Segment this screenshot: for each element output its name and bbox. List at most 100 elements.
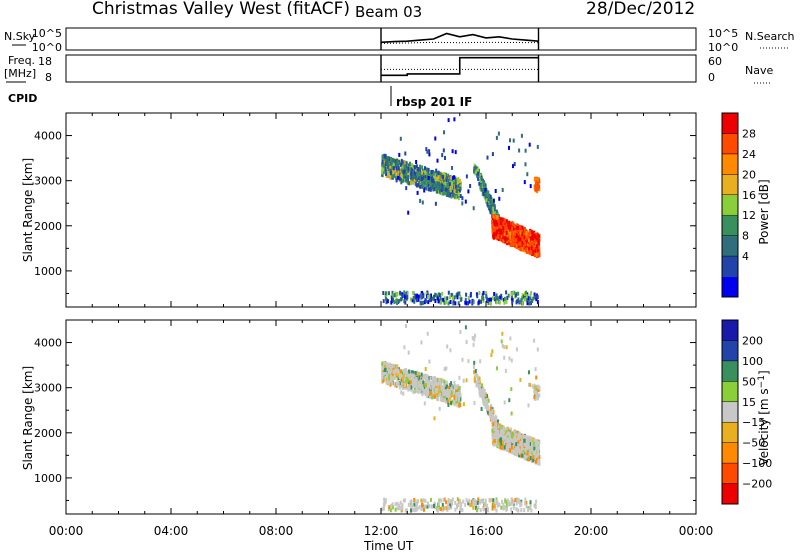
data-point [382,160,385,165]
data-point [484,398,487,403]
data-point [410,163,413,168]
data-point [521,301,524,306]
data-point [530,233,532,238]
data-point [441,183,444,188]
data-point [524,442,527,447]
data-point [508,448,511,453]
colorbar-segment [722,381,738,403]
data-point [437,170,440,175]
data-point [435,172,438,177]
data-point [523,180,526,185]
data-point [515,238,518,243]
data-point [516,243,518,248]
data-point [534,385,537,390]
data-point [406,178,409,183]
data-point [394,381,397,386]
data-point [524,501,527,506]
data-point [421,170,424,175]
data-point [504,228,507,233]
data-point [389,170,392,175]
data-point [412,382,415,387]
data-point [420,295,423,300]
data-point [469,184,472,188]
data-point [426,504,429,509]
data-point [441,291,444,296]
freq-left-label-line2: [MHz] [4,67,36,80]
data-point [530,508,533,513]
data-point [443,296,446,301]
data-point [496,503,499,508]
data-point [494,222,497,227]
data-point [450,394,453,398]
data-point [493,227,496,232]
data-point [417,167,420,171]
noise-right-tick-top: 10^5 [708,27,738,40]
data-point [519,247,522,251]
data-point [434,173,437,178]
data-point [500,339,503,344]
data-point [535,179,538,184]
data-point [477,300,480,305]
data-point [492,214,495,218]
data-point [485,503,488,508]
data-point [398,503,401,508]
data-point [509,231,511,236]
data-point [435,392,438,397]
data-point [393,368,396,373]
data-point [475,169,478,174]
data-point [430,176,433,181]
data-point [527,242,529,247]
data-point [538,386,541,391]
data-point [453,400,456,405]
data-point [449,295,452,300]
data-point [470,502,473,507]
data-point [382,378,385,383]
cpid-label: CPID [8,92,37,105]
data-point [513,438,516,443]
data-point [508,435,511,440]
data-point [485,198,488,203]
data-point [416,177,419,182]
data-point [396,298,399,303]
data-point [421,200,424,205]
data-point [393,158,396,163]
data-point [517,226,520,231]
data-point [464,297,467,302]
colorbar-tick-label: 50 [742,375,756,388]
data-point [497,439,500,444]
data-point [407,168,410,173]
data-point [499,429,502,434]
colorbar-tick-label: 16 [742,189,756,202]
data-point [481,383,483,388]
data-point [414,171,417,176]
colorbar-tick-label: −200 [742,478,772,491]
data-point [418,505,421,510]
data-point [501,343,504,348]
data-point [484,187,487,192]
data-point [531,298,534,303]
data-point [497,131,500,136]
data-point [489,411,492,416]
data-point [429,182,432,187]
data-point [414,381,417,386]
data-point [538,455,541,459]
data-point [443,185,446,190]
data-point [404,379,407,384]
data-point [435,385,438,390]
data-point [525,294,528,299]
data-point [495,225,498,230]
data-point [414,371,417,375]
data-point [458,392,461,397]
data-point [476,374,479,379]
data-point [384,166,387,171]
colorbar-segment [722,113,738,134]
data-point [406,295,409,299]
data-point [414,378,417,383]
series-line [380,32,539,44]
data-point [510,387,513,392]
data-point [512,226,515,231]
data-point [454,301,457,306]
data-point [404,160,407,165]
data-point [433,391,436,396]
data-point [527,298,530,303]
